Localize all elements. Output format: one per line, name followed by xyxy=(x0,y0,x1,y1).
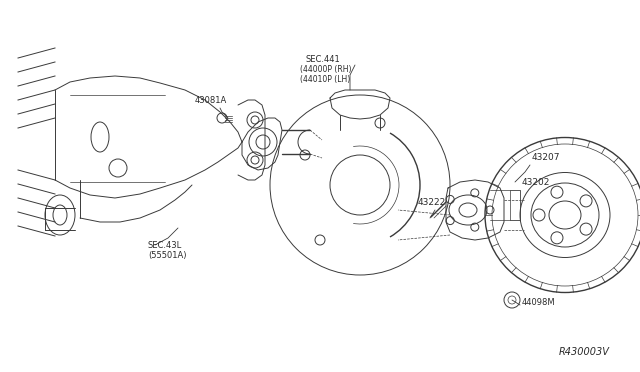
Text: 43202: 43202 xyxy=(522,178,550,187)
Text: (44010P (LH): (44010P (LH) xyxy=(300,75,350,84)
Text: 43207: 43207 xyxy=(532,153,561,162)
Text: 43081A: 43081A xyxy=(195,96,227,105)
Text: (44000P (RH): (44000P (RH) xyxy=(300,65,351,74)
Text: SEC.43L: SEC.43L xyxy=(148,241,182,250)
Text: 43222: 43222 xyxy=(418,198,446,207)
Text: R430003V: R430003V xyxy=(559,347,610,357)
Text: SEC.441: SEC.441 xyxy=(305,55,340,64)
Text: 44098M: 44098M xyxy=(522,298,556,307)
Text: (55501A): (55501A) xyxy=(148,251,186,260)
